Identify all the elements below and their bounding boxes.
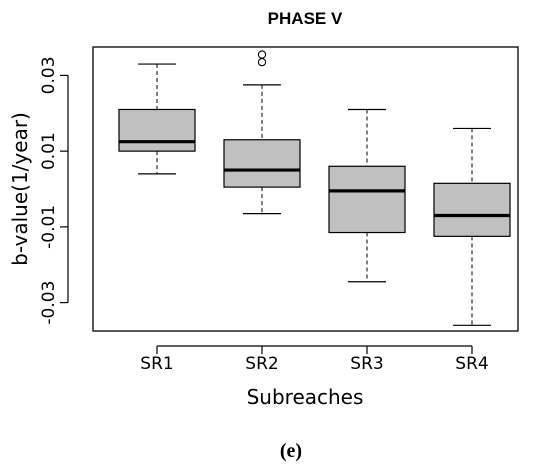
box-sr4 bbox=[433, 127, 511, 326]
x-tick-label: SR4 bbox=[455, 354, 488, 374]
y-axis: 0.03 0.01 -0.01 -0.03 bbox=[39, 56, 69, 325]
iqr-box bbox=[433, 182, 511, 237]
box-sr2 bbox=[223, 50, 301, 215]
x-axis-label: Subreaches bbox=[247, 385, 364, 409]
y-tick-label: 0.03 bbox=[39, 56, 59, 94]
x-tick-label: SR3 bbox=[350, 354, 383, 374]
box-sr1 bbox=[118, 63, 196, 175]
iqr-box bbox=[118, 108, 196, 152]
box-sr3 bbox=[328, 108, 406, 283]
plot-frame bbox=[92, 46, 519, 332]
x-axis: SR1 SR2 SR3 SR4 bbox=[140, 345, 489, 374]
chart-title: PHASE V bbox=[268, 9, 343, 28]
iqr-box bbox=[223, 139, 301, 188]
iqr-box bbox=[328, 165, 406, 234]
x-tick-label: SR1 bbox=[140, 354, 173, 374]
y-tick-label: -0.03 bbox=[39, 281, 59, 325]
outlier-point bbox=[257, 57, 267, 67]
figure-caption: (e) bbox=[280, 440, 302, 462]
x-tick-label: SR2 bbox=[245, 354, 278, 374]
y-tick-label: 0.01 bbox=[39, 132, 59, 170]
boxes bbox=[118, 50, 511, 326]
y-tick-label: -0.01 bbox=[39, 205, 59, 249]
outlier-point bbox=[257, 50, 267, 59]
y-axis-label: b-value(1/year) bbox=[8, 112, 32, 266]
